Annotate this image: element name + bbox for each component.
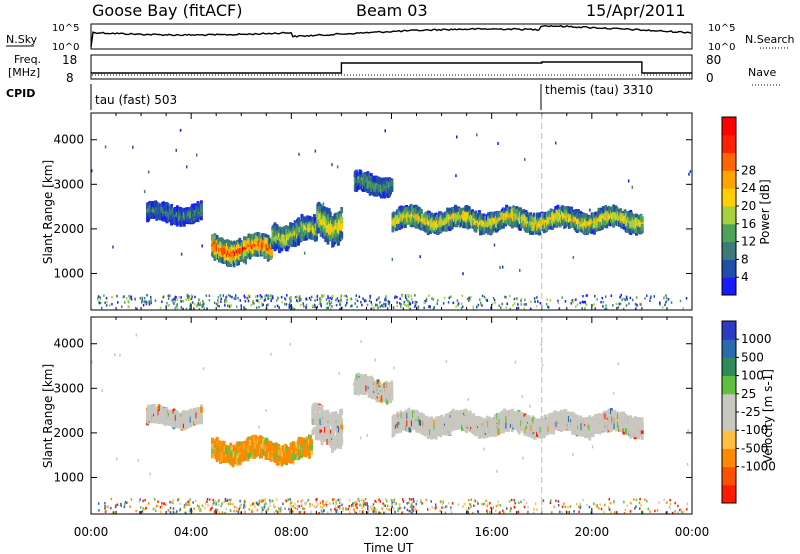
freq-unit-label: [MHz]	[8, 66, 40, 79]
power-frame	[90, 112, 693, 311]
vel-colorbar-tick: -500	[741, 441, 768, 455]
vel-colorbar-tick: 1000	[741, 332, 772, 346]
xtick-label: 20:00	[575, 525, 610, 539]
velocity-panel: Slant Range [km] 1000 2000 3000 4000 00:00 0…	[41, 316, 776, 554]
power-panel: Slant Range [km] 1000 2000 3000 4000 4 8 12 16…	[41, 112, 772, 311]
vel-colorbar-tick: -1000	[741, 460, 776, 474]
vel-colorbar-tick: -25	[741, 405, 761, 419]
power-ytick-label: 2000	[53, 222, 84, 236]
freq-series	[91, 61, 692, 74]
xtick-label: 12:00	[374, 525, 409, 539]
nave-label: Nave	[748, 66, 776, 79]
freq-label: Freq.	[14, 53, 41, 66]
freq-tick-lo: 8	[66, 71, 74, 85]
vel-ytick-label: 2000	[53, 426, 84, 440]
nsearch-tick-lo: 10^0	[708, 42, 735, 53]
nsky-panel: N.Sky 10^5 10^0 10^5 10^0 N.Search	[6, 23, 795, 53]
velocity-echoes	[91, 333, 689, 515]
date-title: 15/Apr/2011	[586, 1, 686, 20]
nsky-tick-lo: 10^0	[52, 42, 79, 53]
power-ytick-label: 4000	[53, 133, 84, 147]
cpid-panel: CPID tau (fast) 503 themis (tau) 3310	[6, 83, 653, 110]
xtick-label: 00:00	[74, 525, 109, 539]
freq-tick-hi: 18	[62, 53, 77, 67]
vel-ytick-label: 3000	[53, 381, 84, 395]
vel-colorbar-tick: 25	[741, 387, 756, 401]
vel-colorbar-tick: -100	[741, 423, 768, 437]
power-colorbar-tick: 8	[741, 252, 749, 266]
power-colorbar-tick: 20	[741, 199, 756, 213]
power-colorbar-label: Power [dB]	[758, 179, 772, 244]
velocity-frame	[90, 316, 693, 515]
nsky-tick-hi: 10^5	[52, 23, 79, 34]
velocity-colorbar: 1000 500 100 25 -25 -100 -500 -1000	[721, 320, 776, 504]
power-colorbar-tick: 4	[741, 270, 749, 284]
vel-colorbar-tick: 100	[741, 369, 764, 383]
power-colorbar-tick: 28	[741, 163, 756, 177]
power-colorbar-tick: 12	[741, 235, 756, 249]
nsky-series	[90, 24, 692, 48]
power-ytick-label: 1000	[53, 266, 84, 280]
nave-tick-lo: 0	[706, 71, 714, 85]
nsearch-label: N.Search	[745, 33, 795, 46]
cpid-mode-1: tau (fast) 503	[95, 93, 177, 107]
nave-tick-hi: 80	[706, 53, 721, 67]
xtick-label: 04:00	[174, 525, 209, 539]
power-colorbar-tick: 16	[741, 217, 756, 231]
power-colorbar: 4 8 12 16 20 24 28	[721, 116, 756, 296]
power-ylabel: Slant Range [km]	[41, 160, 55, 264]
velocity-ylabel: Slant Range [km]	[41, 364, 55, 468]
xtick-label: 16:00	[474, 525, 509, 539]
power-echoes	[91, 128, 692, 311]
beam-title: Beam 03	[356, 1, 428, 20]
velocity-xlabel: Time UT	[363, 541, 414, 554]
xtick-label: 00:00	[675, 525, 710, 539]
station-title: Goose Bay (fitACF)	[92, 1, 242, 20]
vel-ytick-label: 4000	[53, 337, 84, 351]
nsky-label: N.Sky	[6, 33, 38, 46]
power-colorbar-tick: 24	[741, 181, 756, 195]
power-ytick-label: 3000	[53, 177, 84, 191]
cpid-mode-2: themis (tau) 3310	[545, 83, 653, 97]
vel-ytick-label: 1000	[53, 470, 84, 484]
velocity-colorbar-label: Velocity [m s-1]	[761, 369, 775, 463]
freq-panel: Freq. [MHz] 18 8 80 0 Nave	[8, 53, 780, 86]
vel-colorbar-tick: 500	[741, 350, 764, 364]
cpid-label: CPID	[6, 87, 35, 100]
nsearch-tick-hi: 10^5	[708, 23, 735, 34]
xtick-label: 08:00	[274, 525, 309, 539]
